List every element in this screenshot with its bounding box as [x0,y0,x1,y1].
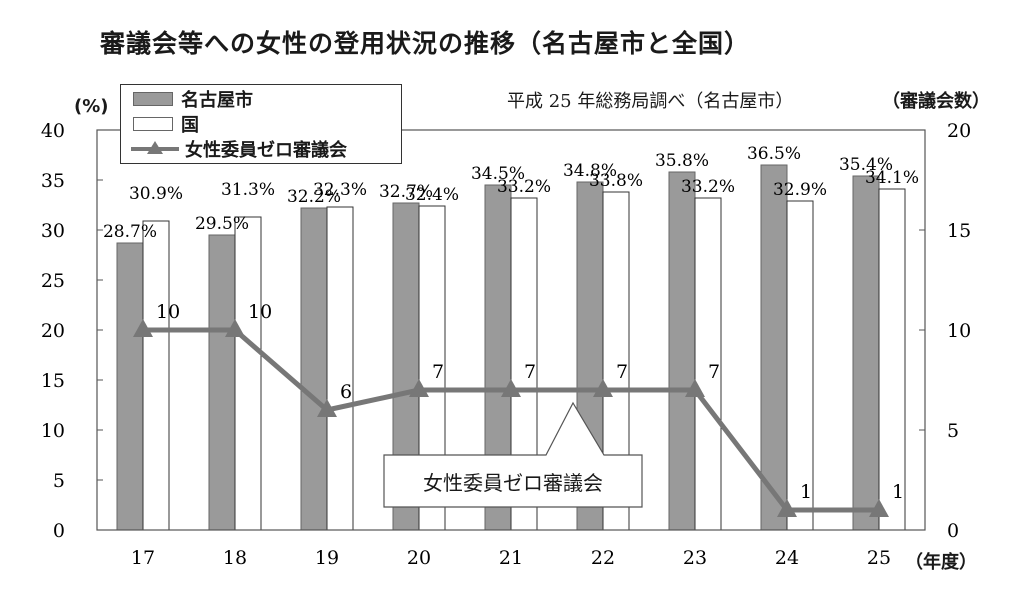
bar-label-nagoya: 36.5% [747,144,801,164]
x-tick-label: 20 [407,547,431,569]
right-tick-label: 5 [947,420,959,442]
bar-national [878,188,906,531]
bar-nagoya [760,164,788,531]
legend-swatch-nagoya [133,92,173,106]
bar-national [142,220,170,531]
bar-national [786,200,814,531]
line-data-label: 7 [616,361,628,383]
line-point-zero-councils [225,319,245,337]
legend-item-zero-councils: 女性委員ゼロ審議会 [121,137,347,161]
legend: 名古屋市 国 女性委員ゼロ審議会 [120,84,402,164]
x-tick-label: 22 [591,547,615,569]
legend-swatch-national [133,117,173,131]
x-tick-label: 18 [223,547,247,569]
bar-label-national: 33.2% [681,177,735,197]
bar-label-nagoya: 35.4% [839,155,893,175]
left-tick-label: 10 [41,420,65,442]
line-point-zero-councils [869,499,889,517]
bar-label-national: 32.4% [405,185,459,205]
bar-label-national: 32.9% [773,180,827,200]
right-axis-unit: （審議会数） [882,91,990,112]
left-tick-label: 20 [41,320,65,342]
bar-label-nagoya: 34.5% [471,164,525,184]
line-point-zero-councils [133,319,153,337]
x-tick-label: 23 [683,547,707,569]
bar-label-national: 34.1% [865,168,919,188]
line-point-zero-councils [317,399,337,417]
right-tick-label: 0 [947,520,959,542]
bar-label-national: 30.9% [129,184,183,204]
line-data-label: 10 [248,301,272,323]
legend-swatch-line [131,141,179,154]
bar-label-nagoya: 29.5% [195,214,249,234]
line-data-label: 7 [524,361,536,383]
line-point-zero-councils [777,499,797,517]
x-tick-label: 25 [867,547,891,569]
left-tick-label: 15 [41,370,65,392]
bar-label-nagoya: 34.8% [563,161,617,181]
line-point-zero-councils [409,379,429,397]
left-tick-label: 40 [41,120,65,142]
line-data-label: 6 [340,381,352,403]
bar-label-nagoya: 32.2% [287,187,341,207]
callout-layer [383,401,643,508]
legend-item-national: 国 [121,112,199,136]
left-tick-label: 5 [53,470,65,492]
x-tick-label: 19 [315,547,339,569]
line-data-label: 7 [432,361,444,383]
bar-label-national: 33.2% [497,177,551,197]
bar-label-nagoya: 28.7% [103,222,157,242]
line-point-zero-councils [593,379,613,397]
right-tick-label: 10 [947,320,971,342]
x-axis-unit: （年度） [905,552,977,573]
bar-nagoya [852,175,880,531]
bar-national [234,216,262,531]
line-point-zero-councils [501,379,521,397]
source-note: 平成 25 年総務局調べ（名古屋市） [507,91,794,112]
bar-nagoya [300,207,328,531]
bar-label-national: 33.8% [589,171,643,191]
line-data-label: 10 [156,301,180,323]
legend-label-zero-councils: 女性委員ゼロ審議会 [185,140,347,161]
bar-label-nagoya: 35.8% [655,151,709,171]
right-tick-label: 15 [947,220,971,242]
line-data-label: 1 [892,481,904,503]
right-tick-label: 20 [947,120,971,142]
x-tick-label: 24 [775,547,799,569]
bar-nagoya [116,242,144,531]
callout-label: 女性委員ゼロ審議会 [423,470,603,495]
line-data-label: 1 [800,481,812,503]
bar-nagoya [668,171,696,531]
legend-label-nagoya: 名古屋市 [181,90,253,111]
left-tick-label: 0 [53,520,65,542]
left-tick-label: 30 [41,220,65,242]
x-tick-label: 21 [499,547,523,569]
chart-title: 審議会等への女性の登用状況の推移（名古屋市と全国） [100,29,751,58]
left-tick-label: 35 [41,170,65,192]
left-tick-label: 25 [41,270,65,292]
bar-label-national: 32.3% [313,180,367,200]
bar-national [326,206,354,531]
left-axis-unit: (%) [74,96,109,117]
bar-label-nagoya: 32.7% [379,182,433,202]
x-tick-label: 17 [131,547,155,569]
legend-item-nagoya: 名古屋市 [121,87,253,111]
line-point-zero-councils [685,379,705,397]
bar-nagoya [208,234,236,531]
line-layer [133,319,889,517]
line-data-label: 7 [708,361,720,383]
labels-layer: 10 10 6 7 7 7 7 1 1 28.7% 29.5% 32.2% 32.7% 34.5% 34.8… [103,144,919,503]
legend-label-national: 国 [181,115,199,136]
callout-box [383,401,643,508]
bar-label-national: 31.3% [221,180,275,200]
